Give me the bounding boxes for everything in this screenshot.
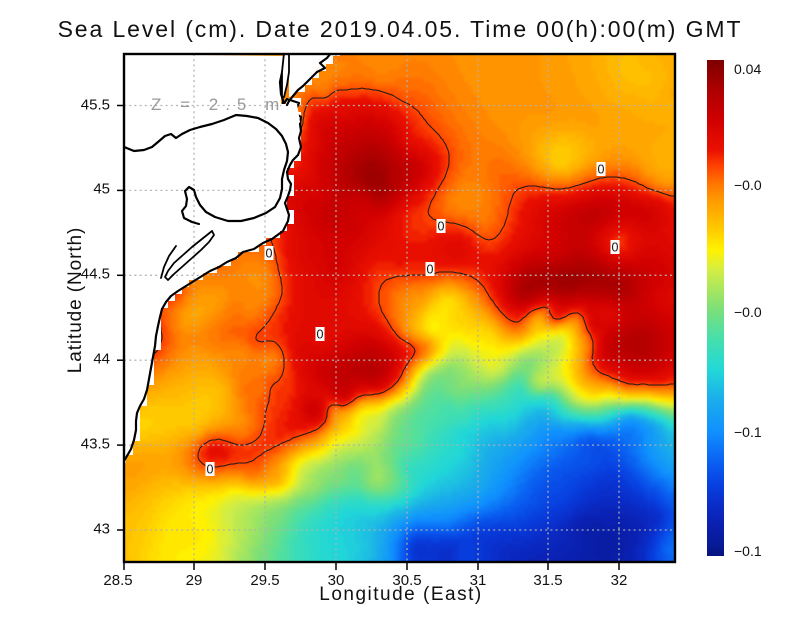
svg-text:0: 0 bbox=[427, 263, 434, 277]
svg-text:0: 0 bbox=[438, 220, 445, 234]
svg-text:0: 0 bbox=[266, 247, 273, 261]
svg-text:0: 0 bbox=[598, 163, 605, 177]
svg-text:0: 0 bbox=[207, 463, 214, 477]
svg-text:0: 0 bbox=[317, 328, 324, 342]
svg-text:0: 0 bbox=[612, 241, 619, 255]
